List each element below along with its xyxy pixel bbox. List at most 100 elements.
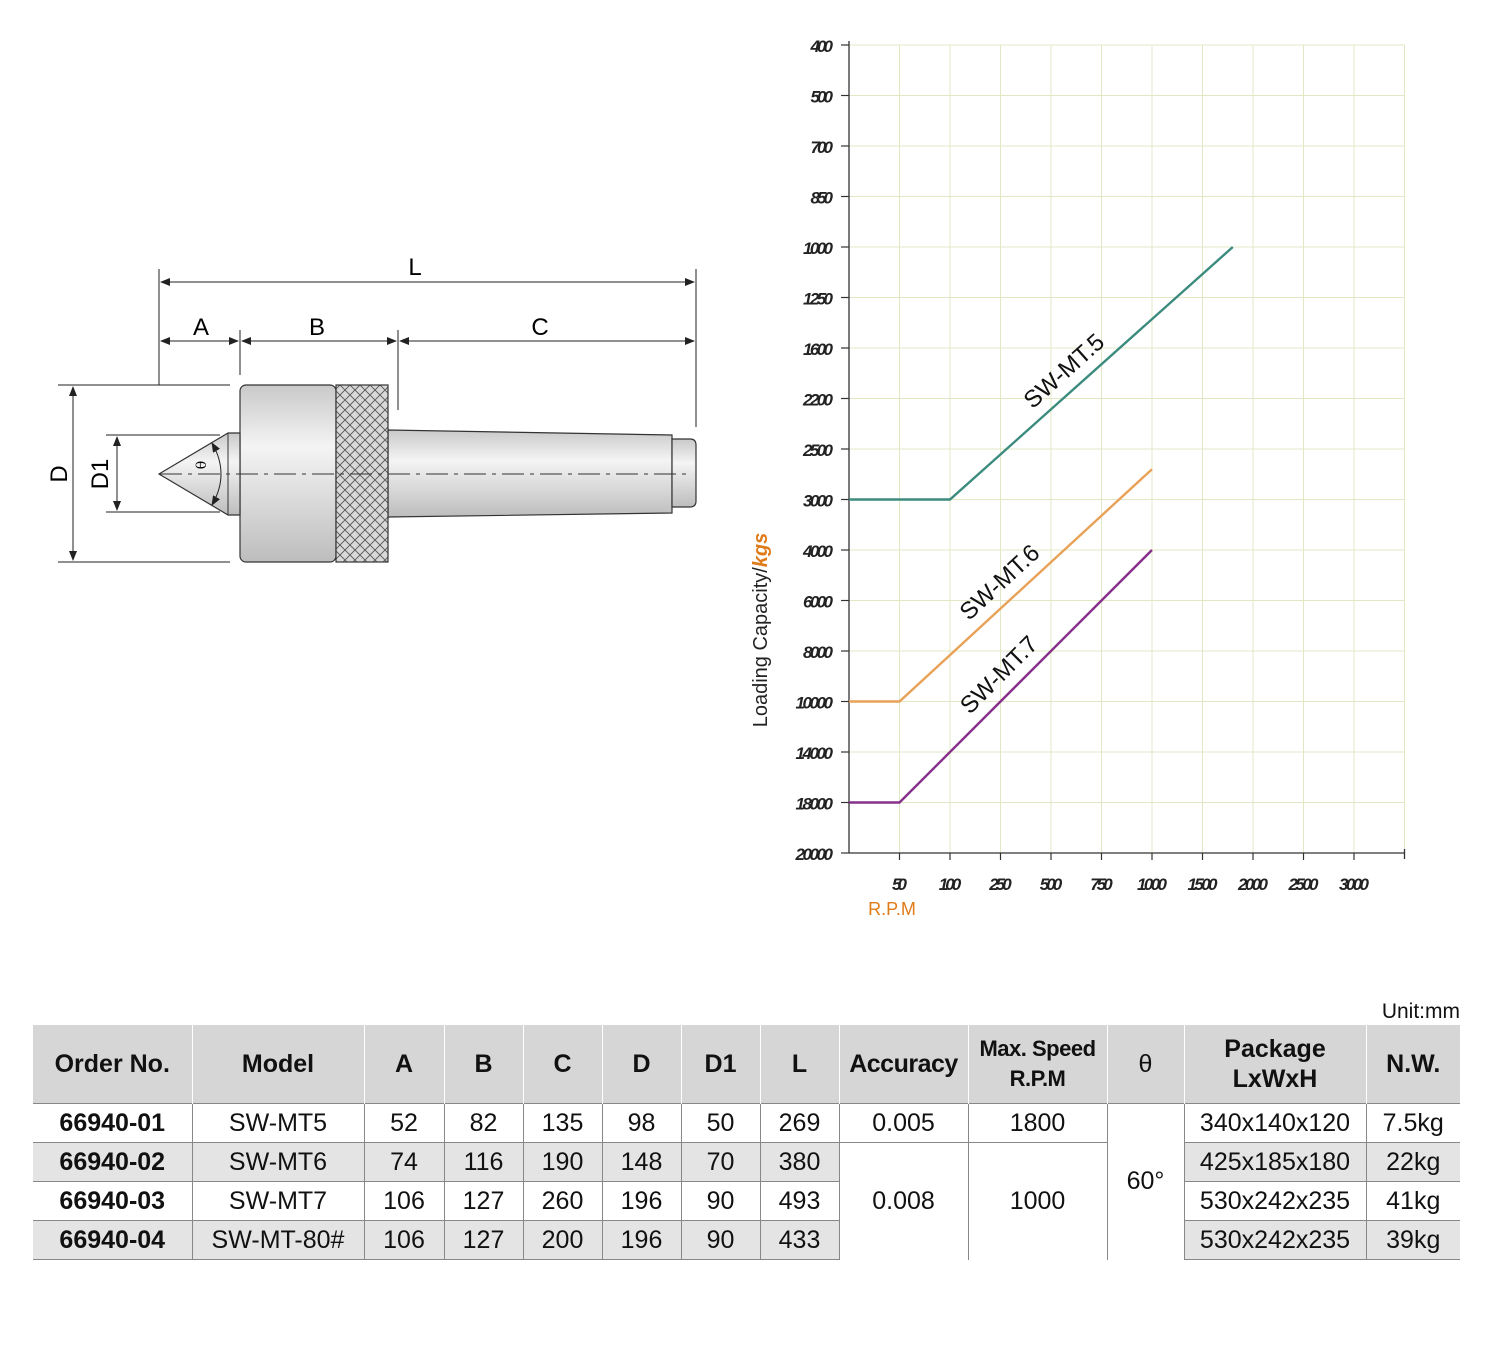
dim-label-theta: θ [194,461,210,469]
cell-model: SW-MT5 [191,1103,364,1143]
header-max-speed-line2: R.P.M [1009,1066,1066,1091]
cell-d: 196 [601,1220,681,1260]
table-row: 66940-03 SW-MT7 106 127 260 196 90 493 5… [33,1181,1460,1221]
cell-package: 530x242x235 [1183,1220,1366,1260]
cell-l: 493 [759,1181,839,1221]
x-tick-label: 100 [939,875,962,894]
cell-order-no: 66940-04 [33,1220,192,1260]
cell-nw: 7.5kg [1365,1103,1460,1143]
x-tick-label: 1500 [1188,875,1219,894]
spec-table: Order No. Model A B C D D1 L Accuracy Ma… [33,1025,1460,1260]
chart-series: SW-MT.5 SW-MT.6SW-MT.7 [849,246,1234,804]
cell-max-speed: 1800 [967,1103,1107,1143]
header-max-speed-line1: Max. Speed [979,1036,1096,1061]
y-tick-label: 18000 [796,795,834,814]
header-package-line1: Package [1224,1035,1326,1063]
cell-accuracy: 0.005 [838,1103,968,1143]
cell-d: 98 [601,1103,681,1143]
cell-a: 106 [363,1181,444,1221]
header-c: C [522,1025,602,1104]
cell-model: SW-MT7 [191,1181,364,1221]
cell-package: 425x185x180 [1183,1142,1366,1182]
dim-label-l: L [408,255,421,281]
cell-l: 269 [759,1103,839,1143]
cell-nw: 41kg [1365,1181,1460,1221]
cell-d1: 90 [680,1220,760,1260]
header-accuracy: Accuracy [838,1025,968,1104]
series-label: SW-MT.7 [955,631,1044,720]
cell-package: 530x242x235 [1183,1181,1366,1221]
x-tick-label: 50 [892,875,908,894]
cell-accuracy: 0.008 [838,1142,968,1260]
table-header-row: Order No. Model A B C D D1 L Accuracy Ma… [33,1025,1460,1104]
cell-model: SW-MT-80# [191,1220,364,1260]
cell-b: 127 [443,1181,523,1221]
cell-theta: 60° [1106,1103,1184,1260]
cell-max-speed: 1000 [967,1142,1107,1260]
unit-note: Unit:mm [1381,1000,1460,1023]
chart-axes [848,41,1406,859]
cell-c: 260 [522,1181,602,1221]
cell-d1: 90 [680,1181,760,1221]
series-line [849,246,1234,501]
dim-label-d: D [46,465,73,482]
y-tick-label: 20000 [795,845,834,864]
header-package: Package LxWxH [1183,1025,1366,1104]
y-tick-label: 500 [811,88,834,107]
y-tick-label: 10000 [796,694,834,713]
y-tick-label: 850 [811,189,834,208]
cell-c: 190 [522,1142,602,1182]
chart-y-ticks: 400 500 700 850 1000 1250 1600 2200 2500 3000 4000… [795,37,849,864]
x-tick-label: 2500 [1288,875,1320,894]
series-label: SW-MT.5 [1019,329,1110,415]
x-tick-label: 3000 [1339,875,1370,894]
y-tick-label: 14000 [796,744,834,763]
series-line [849,468,1153,703]
cell-b: 116 [443,1142,523,1182]
table-row: 66940-04 SW-MT-80# 106 127 200 196 90 43… [33,1220,1460,1260]
header-b: B [443,1025,523,1104]
cell-l: 380 [759,1142,839,1182]
cell-package: 340x140x120 [1183,1103,1366,1143]
x-tick-label: 750 [1090,875,1113,894]
table-row: 66940-02 SW-MT6 74 116 190 148 70 380 0.… [33,1142,1460,1260]
cell-model: SW-MT6 [191,1142,364,1182]
x-tick-label: 1000 [1137,875,1168,894]
y-tick-label: 1600 [803,340,834,359]
x-tick-label: 2000 [1237,875,1269,894]
cell-l: 433 [759,1220,839,1260]
loading-capacity-chart: 400 500 700 850 1000 1250 1600 2200 2500 3000 4000… [750,37,1406,919]
dim-label-d1: D1 [87,459,114,490]
header-max-speed: Max. Speed R.P.M [967,1025,1107,1104]
header-a: A [363,1025,444,1104]
cell-order-no: 66940-03 [33,1181,192,1221]
cell-nw: 22kg [1365,1142,1460,1182]
y-axis-label: Loading Capacity/kgs [750,533,772,728]
y-tick-label: 1250 [803,290,834,309]
header-d1: D1 [680,1025,760,1104]
header-theta: θ [1106,1025,1184,1104]
y-tick-label: 700 [811,138,834,157]
cell-d: 196 [601,1181,681,1221]
cell-order-no: 66940-01 [33,1103,192,1143]
cell-d1: 50 [680,1103,760,1143]
header-l: L [759,1025,839,1104]
header-nw: N.W. [1365,1025,1460,1104]
x-axis-label: R.P.M [868,899,916,919]
y-tick-label: 2500 [802,441,834,460]
cell-b: 82 [443,1103,523,1143]
chart-x-ticks: 50 100 250 500 750 1000 1500 2000 2500 3000 [892,853,1370,894]
y-tick-label: 3000 [803,492,834,511]
header-package-line2: LxWxH [1232,1065,1318,1093]
cell-c: 135 [522,1103,602,1143]
cell-a: 74 [363,1142,444,1182]
dim-label-c: C [531,314,548,341]
header-order-no: Order No. [33,1025,192,1104]
series-line [849,549,1153,804]
y-axis-label-unit: kgs [750,533,772,567]
cell-d: 148 [601,1142,681,1182]
cell-b: 127 [443,1220,523,1260]
dim-label-a: A [193,314,209,341]
cell-c: 200 [522,1220,602,1260]
y-axis-label-text: Loading Capacity/ [750,567,772,728]
